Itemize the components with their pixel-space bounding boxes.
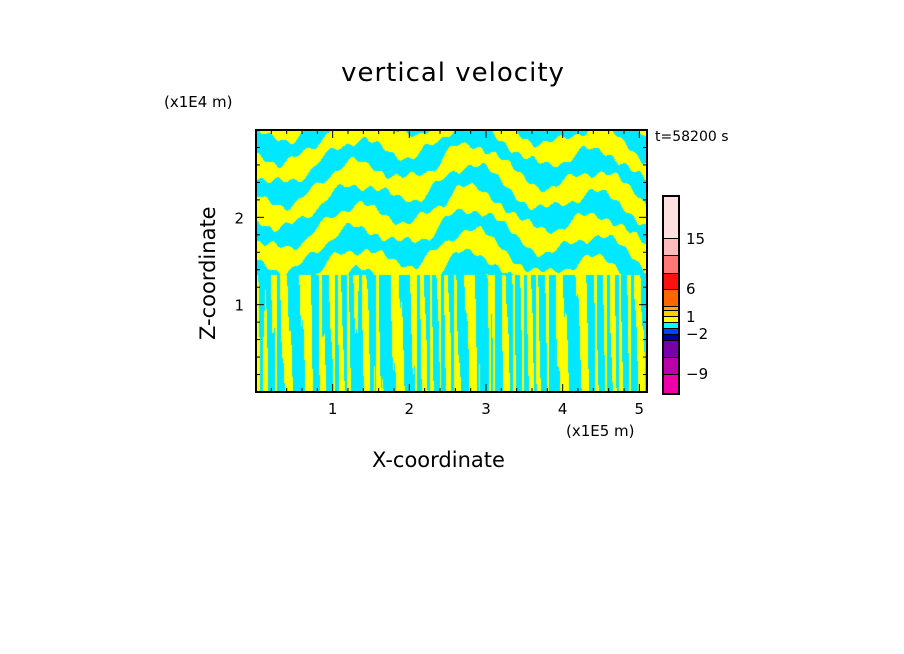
colorbar-segment — [664, 358, 678, 375]
chart-title: vertical velocity — [341, 58, 565, 88]
colorbar-segment — [664, 274, 678, 290]
contour-field — [256, 130, 647, 392]
y-axis-unit: (x1E4 m) — [164, 93, 233, 111]
x-axis-unit: (x1E5 m) — [566, 422, 635, 440]
colorbar-segment — [664, 307, 678, 311]
colorbar-segment — [664, 317, 678, 323]
colorbar-segment — [664, 375, 678, 393]
x-axis-label: X-coordinate — [372, 448, 505, 472]
x-tick-label: 1 — [328, 400, 338, 418]
colorbar-label: −2 — [686, 325, 709, 343]
time-annotation: t=58200 s — [655, 129, 729, 145]
colorbar-segment — [664, 335, 678, 341]
colorbar-label: 6 — [686, 280, 696, 298]
colorbar-segment — [664, 323, 678, 329]
y-tick-label: 1 — [234, 297, 244, 315]
colorbar-segment — [664, 290, 678, 307]
plot-frame — [255, 129, 648, 393]
colorbar — [662, 195, 680, 395]
colorbar-segment — [664, 197, 678, 239]
colorbar-segment — [664, 239, 678, 256]
colorbar-label: 15 — [686, 230, 706, 248]
x-tick-label: 4 — [558, 400, 568, 418]
colorbar-label: 1 — [686, 308, 696, 326]
x-tick-label: 2 — [405, 400, 415, 418]
colorbar-segment — [664, 256, 678, 274]
colorbar-segment — [664, 341, 678, 358]
x-tick-label: 5 — [635, 400, 645, 418]
y-tick-label: 2 — [234, 209, 244, 227]
colorbar-label: −9 — [686, 365, 709, 383]
colorbar-segment — [664, 329, 678, 335]
x-tick-label: 3 — [481, 400, 491, 418]
colorbar-segment — [664, 311, 678, 317]
